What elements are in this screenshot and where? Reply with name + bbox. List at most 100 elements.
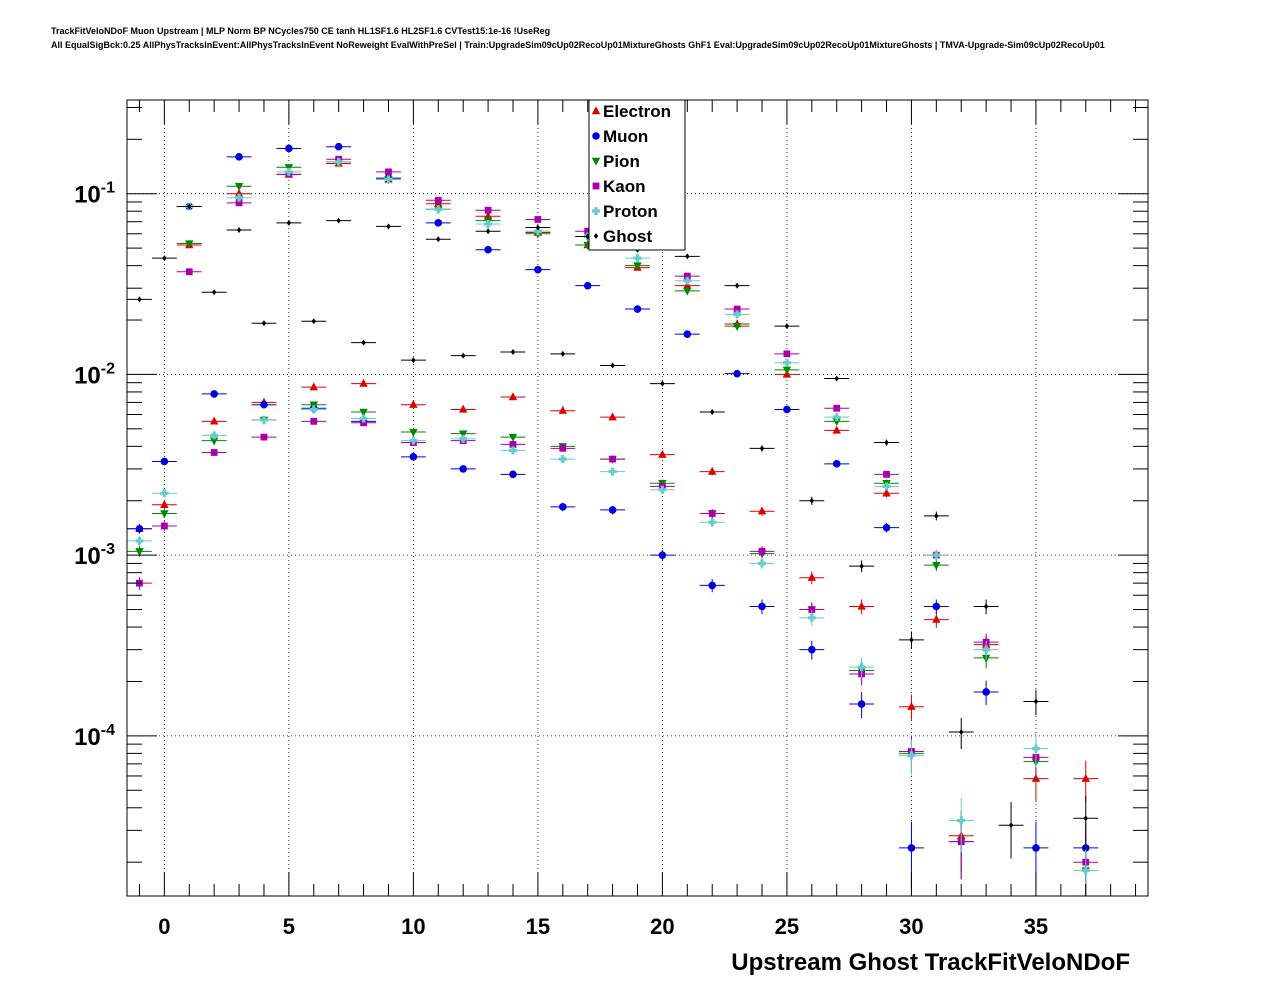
data-point-ghost: [600, 362, 626, 369]
marker: [658, 449, 667, 458]
data-point-muon: [127, 524, 152, 534]
marker: [434, 219, 443, 227]
data-point-pion: [923, 559, 949, 572]
marker: [185, 240, 194, 249]
marker: [1008, 822, 1014, 829]
data-point-proton: [251, 415, 277, 424]
marker: [334, 157, 343, 166]
marker: [484, 245, 492, 254]
legend-label: Ghost: [603, 227, 652, 246]
marker: [187, 203, 192, 210]
data-point-proton: [400, 436, 426, 445]
marker: [458, 404, 468, 413]
marker: [809, 497, 815, 504]
data-point-pion: [674, 287, 700, 296]
legend-marker: [592, 182, 600, 190]
data-point-ghost: [874, 439, 899, 446]
marker: [585, 233, 590, 240]
data-point-electron: [351, 378, 377, 387]
data-point-proton: [127, 535, 152, 547]
marker: [260, 433, 268, 441]
marker: [534, 216, 542, 223]
data-point-muon: [600, 505, 626, 515]
data-point-proton: [649, 485, 675, 494]
data-point-ghost: [127, 296, 152, 303]
legend-marker: [593, 233, 599, 239]
data-point-muon: [276, 144, 302, 153]
marker: [135, 524, 144, 533]
data-point-ghost: [400, 357, 426, 364]
x-tick-label: 25: [775, 914, 799, 939]
data-point-ghost: [251, 320, 277, 327]
marker: [1081, 773, 1090, 782]
data-point-proton: [724, 310, 750, 319]
marker: [882, 488, 891, 497]
data-point-kaon: [724, 305, 750, 313]
x-tick-label: 15: [526, 914, 550, 939]
data-point-electron: [450, 404, 476, 413]
data-point-electron: [1073, 760, 1099, 803]
marker: [409, 453, 418, 461]
marker: [932, 561, 941, 570]
x-tick-label: 35: [1024, 914, 1048, 939]
marker: [633, 254, 642, 263]
y-tick-label: 10-2: [74, 360, 115, 389]
data-point-kaon: [699, 509, 725, 519]
marker: [211, 289, 217, 296]
legend-entry: Muon: [592, 127, 648, 146]
legend-label: Muon: [603, 127, 648, 146]
data-point-ghost: [376, 223, 401, 230]
marker: [683, 287, 692, 296]
marker: [509, 441, 517, 448]
data-point-kaon: [376, 168, 401, 176]
marker: [385, 168, 392, 176]
data-point-electron: [674, 280, 700, 289]
data-point-electron: [500, 392, 526, 401]
data-point-kaon: [251, 433, 277, 441]
data-point-ghost: [176, 203, 202, 210]
marker: [909, 636, 914, 643]
data-point-kaon: [749, 546, 775, 557]
data-point-muon: [550, 502, 576, 512]
legend: Electron Muon Pion Kaon Proton Ghost: [588, 99, 686, 251]
marker: [285, 144, 293, 153]
data-point-proton: [425, 205, 451, 214]
marker: [733, 369, 741, 378]
marker: [932, 614, 941, 623]
marker: [832, 460, 841, 468]
marker: [558, 455, 567, 464]
data-point-proton: [948, 797, 974, 853]
legend-entry: Kaon: [592, 177, 646, 196]
data-point-proton: [500, 446, 526, 455]
marker: [833, 404, 841, 412]
marker: [884, 439, 889, 446]
marker: [807, 572, 817, 581]
x-tick-label: 10: [401, 914, 425, 939]
data-point-muon: [400, 453, 426, 461]
marker: [286, 219, 292, 226]
marker: [261, 320, 267, 327]
marker: [210, 431, 219, 440]
data-point-pion: [226, 183, 252, 192]
marker: [708, 466, 717, 475]
marker: [758, 602, 766, 611]
data-point-electron: [226, 188, 252, 197]
data-point-kaon: [874, 470, 899, 479]
data-point-electron: [649, 449, 675, 458]
marker: [334, 142, 343, 151]
data-point-muon: [874, 523, 899, 533]
series-kaon: [127, 155, 1099, 896]
data-point-kaon: [774, 350, 800, 358]
series-muon: [127, 142, 1099, 888]
marker: [460, 352, 466, 359]
data-point-pion: [724, 322, 750, 331]
data-point-kaon: [674, 272, 700, 280]
marker: [857, 601, 866, 610]
legend-label: Kaon: [603, 177, 646, 196]
marker: [959, 729, 964, 736]
marker: [310, 417, 318, 425]
marker: [162, 255, 167, 262]
marker: [359, 378, 368, 387]
data-point-ghost: [649, 380, 675, 387]
data-point-electron: [550, 405, 576, 414]
